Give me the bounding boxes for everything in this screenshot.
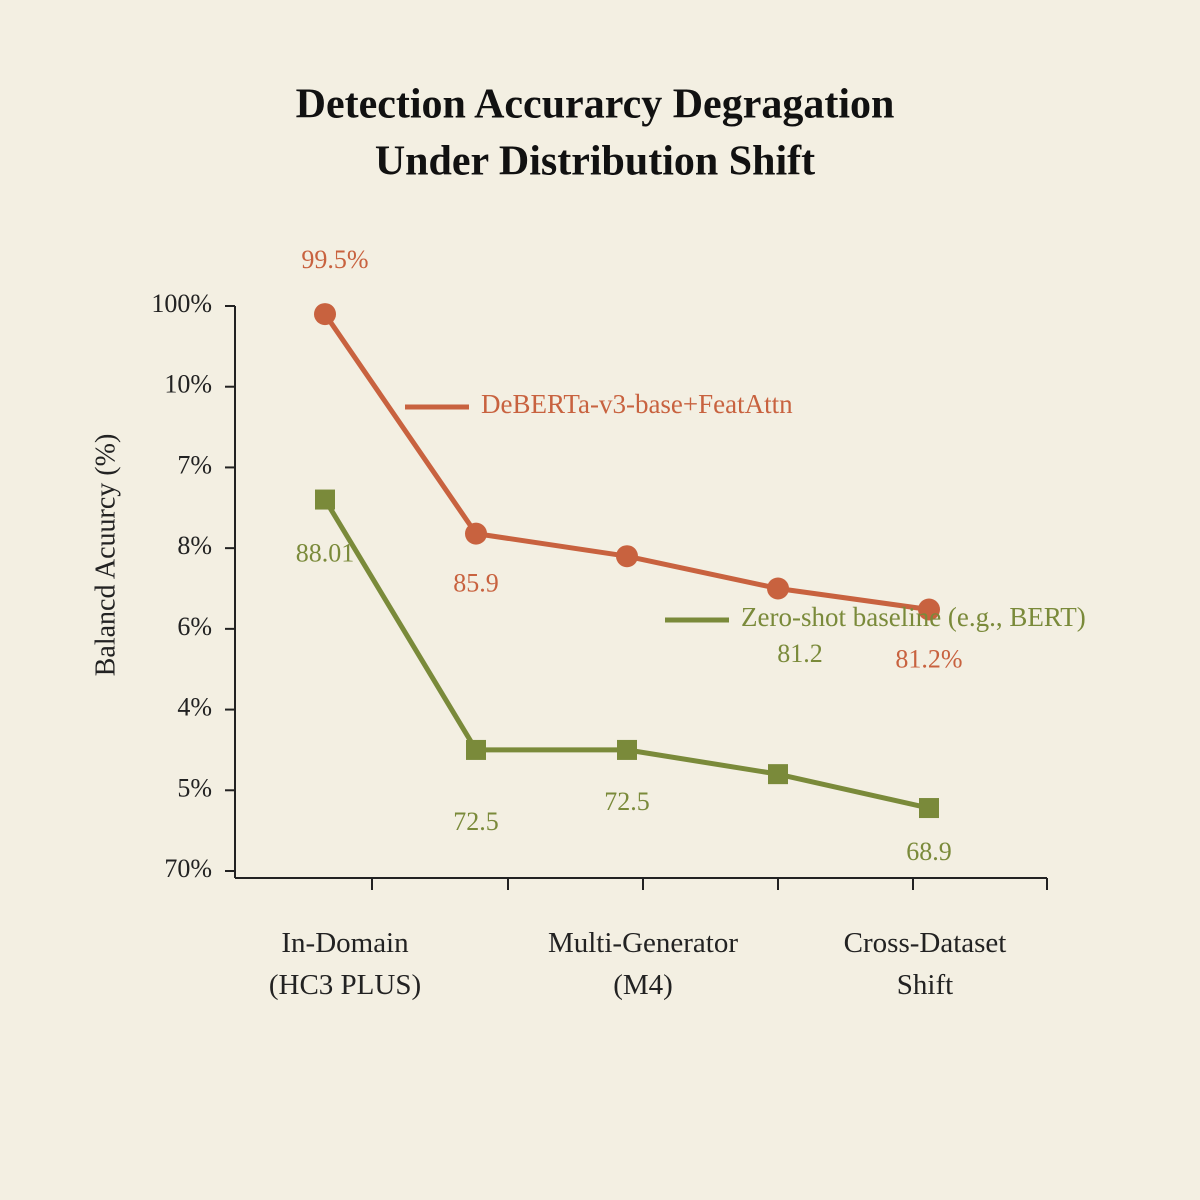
legend-label: Zero-shot baseline (e.g., BERT)	[741, 602, 1086, 632]
y-tick-label: 5%	[177, 773, 212, 802]
data-label: 72.5	[453, 807, 499, 836]
point	[465, 522, 487, 545]
x-tick-label: In-Domain (HC3 PLUS)	[269, 927, 421, 1001]
y-tick-label: 10%	[164, 370, 212, 399]
y-tick-label: 100%	[151, 289, 212, 318]
data-label: 68.9	[906, 837, 952, 866]
data-label: 99.5%	[301, 245, 368, 274]
point	[466, 739, 486, 760]
point	[314, 303, 336, 326]
point	[767, 577, 789, 600]
annotation: 81.2	[777, 639, 823, 668]
point	[617, 739, 637, 760]
y-tick-label: 4%	[177, 693, 212, 722]
x-tick-label: Cross-Dataset Shift	[844, 927, 1007, 1001]
point	[315, 489, 335, 510]
x-tick-label: Multi-Generator (M4)	[548, 927, 738, 1001]
data-label: 81.2%	[895, 644, 962, 673]
point	[919, 798, 939, 819]
y-tick-label: 6%	[177, 612, 212, 641]
point	[918, 598, 940, 621]
point	[616, 545, 638, 568]
data-label: 85.9	[453, 569, 499, 598]
chart-subtitle: Under Distribution Shift	[375, 139, 815, 185]
y-tick-label: 70%	[164, 854, 212, 883]
data-label: 72.5	[604, 787, 650, 816]
y-tick-label: 7%	[177, 450, 212, 479]
y-tick-label: 8%	[177, 531, 212, 560]
point	[768, 764, 788, 785]
legend-label: DeBERTa-v3-base+FeatAttn	[481, 389, 793, 419]
chart-title: Detection Accurarcy Degragation	[296, 82, 895, 128]
data-label: 88.01	[296, 539, 355, 568]
y-axis-label: Balancd Acuurcy (%)	[90, 434, 121, 677]
